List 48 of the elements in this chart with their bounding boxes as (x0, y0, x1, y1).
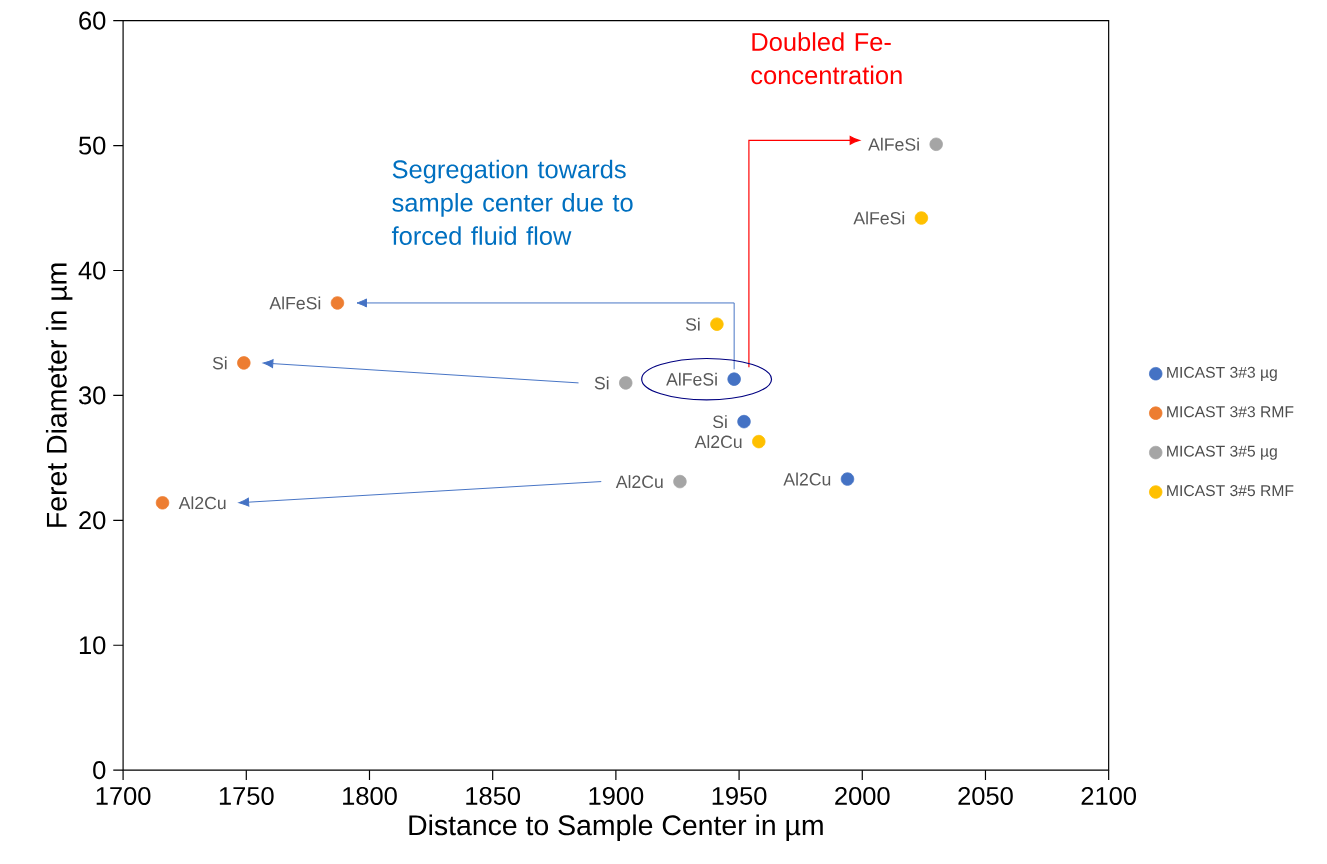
point (840, 472, 855, 486)
y-tick-label: 0 (93, 761, 106, 780)
y-tick-label: 60 (79, 11, 106, 30)
x-tick-label: 1950 (712, 787, 767, 806)
x-axis-title: Distance to Sample Center in µm (409, 814, 823, 842)
annotation: Si (712, 415, 727, 429)
legend-label: MICAST 3#3 µg (1167, 366, 1277, 382)
x-tick-label: 1850 (466, 787, 521, 806)
legend-label: MICAST 3#3 RMF (1167, 406, 1294, 418)
point (914, 211, 929, 225)
annotation: Si (594, 376, 609, 390)
x-tick-label: 1800 (343, 787, 397, 806)
annotation: Doubled Fe-concentration (751, 32, 902, 85)
x-tick-label: 2100 (1081, 787, 1137, 806)
x-tick-label: 2050 (958, 787, 1013, 806)
point (752, 435, 766, 449)
y-tick-label: 20 (79, 511, 106, 530)
annotation: AlFeSi (666, 372, 717, 386)
point (237, 356, 251, 370)
point (929, 137, 943, 152)
annotation: Al2Cu (178, 496, 226, 510)
y-tick-label: 50 (79, 136, 106, 155)
point (710, 317, 724, 332)
legend-label: MICAST 3#5 µg (1167, 445, 1277, 461)
point (330, 296, 345, 310)
y-tick-label: 10 (79, 636, 106, 655)
annotation: Segregation towards sample center due to forced fluid flow (391, 159, 633, 246)
legend-label: MICAST 3#5 RMF (1167, 485, 1294, 497)
annotation: AlFeSi (269, 296, 321, 310)
annotation: AlFeSi (853, 211, 905, 225)
y-tick-label: 30 (78, 386, 106, 405)
x-tick-label: 2000 (835, 787, 890, 806)
annotation: Si (685, 317, 700, 331)
x-tick-label: 1750 (219, 787, 274, 806)
y-axis-title: Feret Diameter in µm (45, 263, 73, 527)
point (155, 496, 170, 510)
y-tick-label: 40 (78, 261, 106, 280)
annotation: Al2Cu (783, 472, 831, 486)
point (619, 376, 633, 390)
annotation: Si (212, 356, 227, 370)
point (673, 475, 687, 489)
point (737, 415, 751, 429)
annotation: AlFeSi (868, 138, 919, 151)
annotation: Al2Cu (615, 475, 663, 489)
point (727, 372, 741, 387)
x-tick-label: 1700 (96, 787, 151, 806)
x-tick-label: 1900 (589, 787, 644, 806)
annotation: Al2Cu (694, 435, 742, 449)
